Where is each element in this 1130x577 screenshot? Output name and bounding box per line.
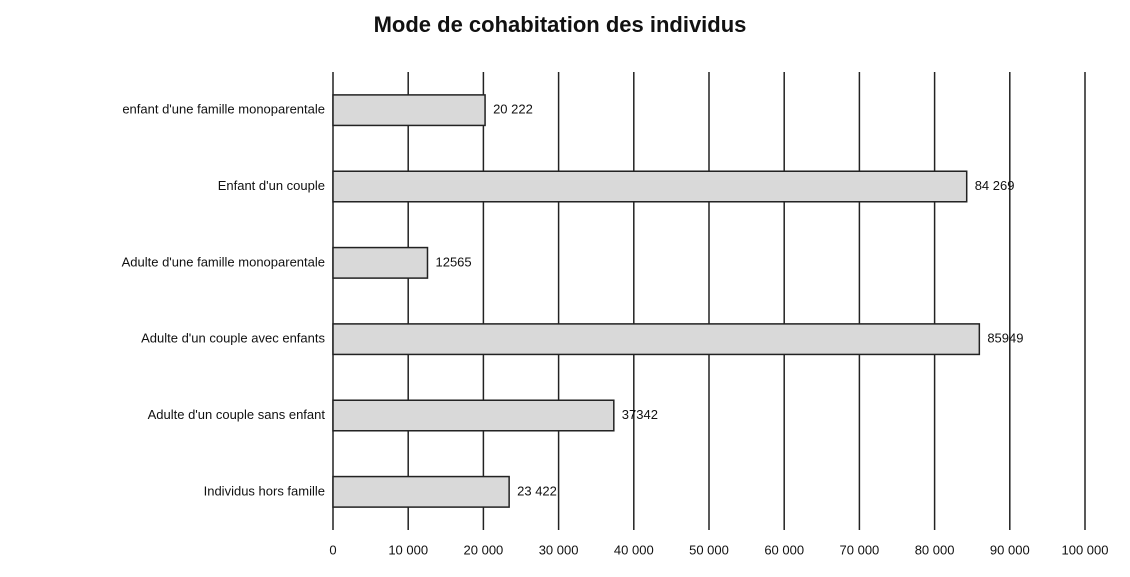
data-label: 20 222 bbox=[493, 102, 533, 117]
y-tick-label: Enfant d'un couple bbox=[218, 178, 325, 193]
x-tick-label: 70 000 bbox=[840, 542, 880, 557]
bar bbox=[332, 399, 615, 432]
data-label: 84 269 bbox=[975, 178, 1015, 193]
data-label: 85949 bbox=[987, 331, 1023, 346]
x-tick-label: 10 000 bbox=[388, 542, 428, 557]
x-tick-label: 0 bbox=[329, 542, 336, 557]
x-tick-label: 80 000 bbox=[915, 542, 955, 557]
y-tick-label: Adulte d'un couple sans enfant bbox=[148, 407, 326, 422]
chart-title: Mode de cohabitation des individus bbox=[374, 12, 747, 37]
y-tick-label: enfant d'une famille monoparentale bbox=[122, 102, 325, 117]
bar bbox=[332, 246, 429, 279]
data-label: 37342 bbox=[622, 407, 658, 422]
x-tick-label: 60 000 bbox=[764, 542, 804, 557]
x-tick-label: 40 000 bbox=[614, 542, 654, 557]
bar bbox=[332, 94, 486, 127]
y-tick-label: Individus hors famille bbox=[204, 483, 325, 498]
data-label: 23 422 bbox=[517, 483, 557, 498]
x-tick-label: 30 000 bbox=[539, 542, 579, 557]
y-tick-label: Adulte d'une famille monoparentale bbox=[122, 254, 325, 269]
x-tick-label: 90 000 bbox=[990, 542, 1030, 557]
bar bbox=[332, 475, 510, 508]
x-tick-label: 100 000 bbox=[1062, 542, 1109, 557]
bar bbox=[332, 170, 968, 203]
bar bbox=[332, 323, 981, 356]
y-tick-label: Adulte d'un couple avec enfants bbox=[141, 331, 325, 346]
x-tick-label: 50 000 bbox=[689, 542, 729, 557]
x-tick-label: 20 000 bbox=[464, 542, 504, 557]
data-label: 12565 bbox=[435, 254, 471, 269]
